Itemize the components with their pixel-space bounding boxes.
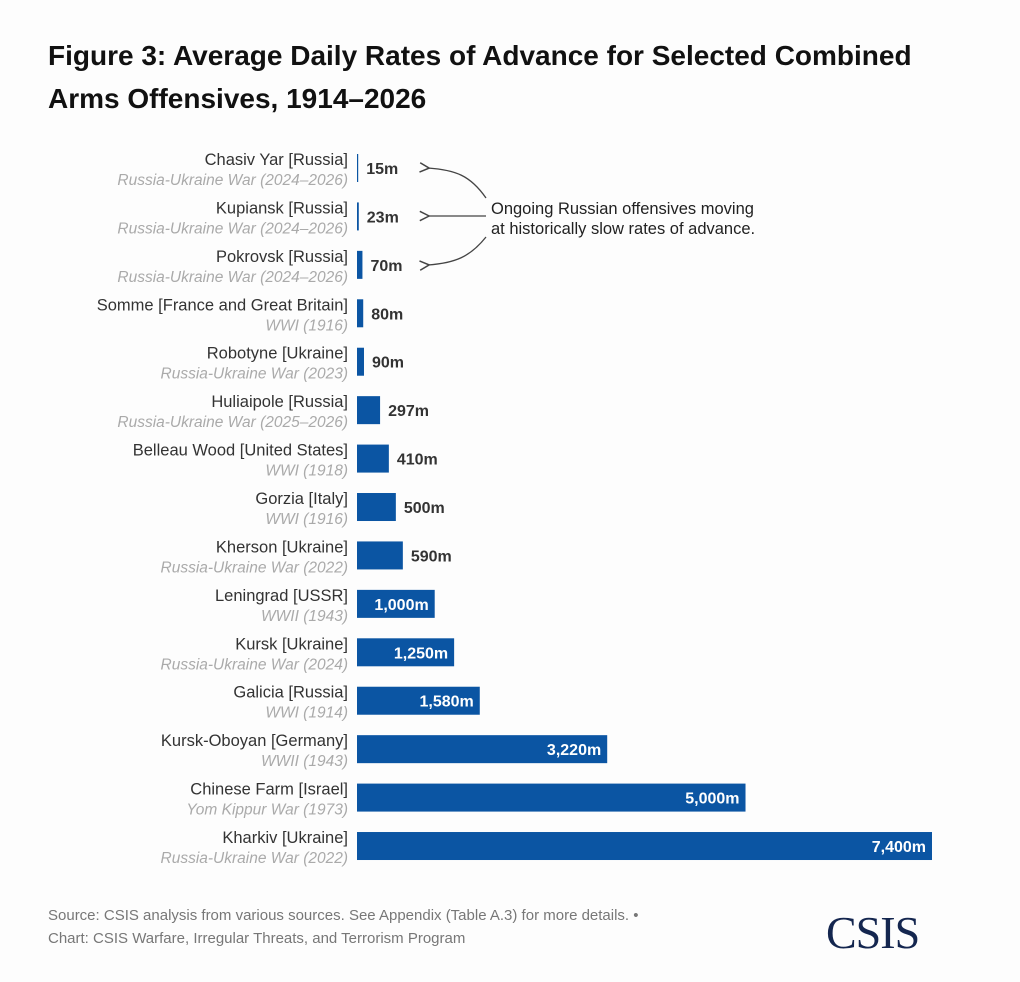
value-label: 1,580m bbox=[420, 694, 474, 711]
csis-logo: CSIS bbox=[826, 907, 920, 958]
category-label: Galicia [Russia] bbox=[233, 684, 348, 702]
war-label: WWI (1916) bbox=[265, 317, 348, 334]
war-label: WWII (1943) bbox=[261, 608, 348, 625]
bar bbox=[357, 686, 480, 715]
war-label: Russia-Ukraine War (2024–2026) bbox=[117, 172, 348, 189]
value-label: 590m bbox=[411, 548, 452, 565]
bar bbox=[357, 202, 359, 231]
arrow-pokrovsk bbox=[428, 236, 487, 265]
bar-chart: Chasiv Yar [Russia] Russia-Ukraine War (2… bbox=[97, 151, 932, 867]
value-label: 1,250m bbox=[394, 645, 448, 662]
value-label: 3,220m bbox=[547, 742, 601, 759]
category-label: Kherson [Ukraine] bbox=[216, 538, 348, 556]
category-label: Kursk [Ukraine] bbox=[235, 635, 348, 653]
bar bbox=[357, 832, 932, 861]
value-label: 410m bbox=[397, 452, 438, 469]
war-label: WWI (1914) bbox=[265, 705, 348, 722]
value-label: 297m bbox=[388, 403, 429, 420]
chart-credit-line: Chart: CSIS Warfare, Irregular Threats, … bbox=[48, 930, 466, 947]
category-label: Chinese Farm [Israel] bbox=[190, 781, 348, 799]
value-label: 5,000m bbox=[685, 791, 739, 808]
value-label: 70m bbox=[370, 258, 402, 275]
value-label: 500m bbox=[404, 500, 445, 517]
war-label: Yom Kippur War (1973) bbox=[186, 802, 348, 819]
value-label: 7,400m bbox=[872, 839, 926, 856]
bar bbox=[357, 396, 381, 425]
source-note: Source: CSIS analysis from various sourc… bbox=[48, 904, 639, 950]
war-label: Russia-Ukraine War (2024–2026) bbox=[117, 269, 348, 286]
bar bbox=[357, 589, 435, 618]
war-label: WWI (1916) bbox=[265, 511, 348, 528]
category-label: Kursk-Oboyan [Germany] bbox=[161, 732, 348, 750]
bar bbox=[357, 347, 364, 376]
bar bbox=[357, 735, 608, 764]
arrow-chasiv-yar bbox=[428, 168, 487, 199]
annotation-arrows bbox=[428, 168, 487, 265]
category-label: Somme [France and Great Britain] bbox=[97, 296, 348, 314]
bar bbox=[357, 638, 455, 667]
annotation-text: Ongoing Russian offensives moving at his… bbox=[491, 199, 755, 239]
bar bbox=[357, 541, 403, 570]
bar bbox=[357, 444, 389, 473]
source-line: Source: CSIS analysis from various sourc… bbox=[48, 907, 639, 924]
war-label: WWII (1943) bbox=[261, 753, 348, 770]
war-label: Russia-Ukraine War (2022) bbox=[161, 850, 349, 867]
war-label: Russia-Ukraine War (2024) bbox=[161, 656, 349, 673]
category-label: Kharkiv [Ukraine] bbox=[222, 829, 348, 847]
war-label: Russia-Ukraine War (2023) bbox=[161, 366, 349, 383]
bar bbox=[357, 299, 364, 328]
war-label: Russia-Ukraine War (2025–2026) bbox=[117, 414, 348, 431]
bar bbox=[357, 493, 396, 522]
annotation-line: Ongoing Russian offensives moving bbox=[491, 200, 754, 218]
value-label: 90m bbox=[372, 355, 404, 372]
war-label: Russia-Ukraine War (2024–2026) bbox=[117, 220, 348, 237]
category-label: Chasiv Yar [Russia] bbox=[205, 151, 348, 169]
value-label: 80m bbox=[371, 306, 403, 323]
category-label: Belleau Wood [United States] bbox=[133, 442, 348, 460]
bar bbox=[357, 783, 746, 812]
category-label: Kupiansk [Russia] bbox=[216, 199, 348, 217]
value-label: 15m bbox=[366, 161, 398, 178]
category-label: Leningrad [USSR] bbox=[215, 587, 348, 605]
category-label: Gorzia [Italy] bbox=[255, 490, 348, 508]
war-label: WWI (1918) bbox=[265, 463, 348, 480]
annotation-line: at historically slow rates of advance. bbox=[491, 220, 756, 238]
bar bbox=[357, 154, 359, 182]
category-label: Pokrovsk [Russia] bbox=[216, 248, 348, 266]
category-label: Huliaipole [Russia] bbox=[211, 393, 348, 411]
value-label: 1,000m bbox=[374, 597, 428, 614]
bar bbox=[357, 250, 363, 279]
category-label: Robotyne [Ukraine] bbox=[207, 345, 348, 363]
chart-title: Figure 3: Average Daily Rates of Advance… bbox=[48, 40, 912, 114]
war-label: Russia-Ukraine War (2022) bbox=[161, 559, 349, 576]
value-label: 23m bbox=[367, 209, 399, 226]
